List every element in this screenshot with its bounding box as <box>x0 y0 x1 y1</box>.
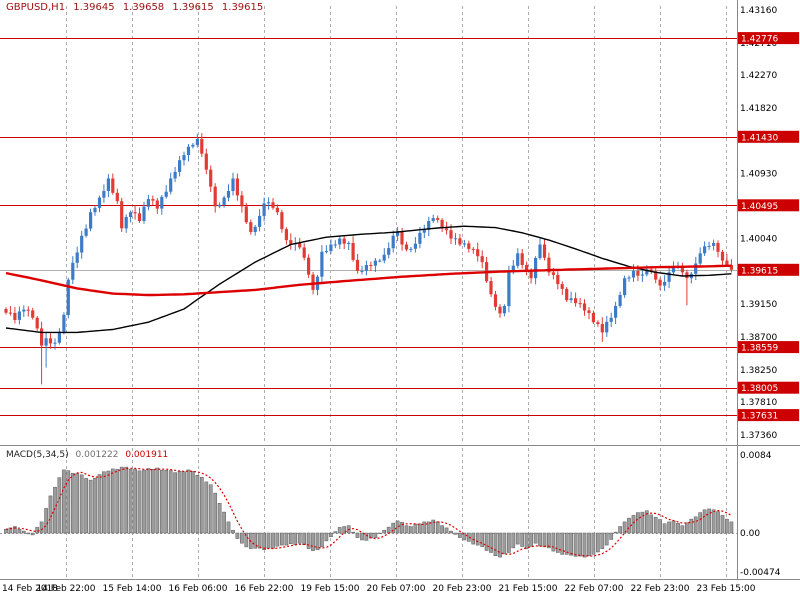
open-value: 1.39645 <box>73 2 115 13</box>
svg-text:1.40495: 1.40495 <box>741 202 778 212</box>
svg-text:1.37810: 1.37810 <box>740 398 777 408</box>
svg-text:1.39615: 1.39615 <box>741 266 778 276</box>
svg-text:20 Feb 23:00: 20 Feb 23:00 <box>432 584 491 594</box>
svg-text:21 Feb 15:00: 21 Feb 15:00 <box>498 584 557 594</box>
low-value: 1.39615 <box>172 2 214 13</box>
svg-text:19 Feb 15:00: 19 Feb 15:00 <box>300 584 359 594</box>
macd-histogram <box>4 466 734 558</box>
macd-label: MACD(5,34,5) <box>6 450 69 460</box>
svg-text:-0.00474: -0.00474 <box>740 568 781 578</box>
svg-text:1.38700: 1.38700 <box>740 333 777 343</box>
svg-text:1.38005: 1.38005 <box>741 384 778 394</box>
svg-text:1.42270: 1.42270 <box>740 71 777 81</box>
ma-red-line <box>5 264 732 297</box>
macd-signal-line <box>5 467 732 557</box>
macd-axis-labels: 0.0084 0.00 -0.00474 <box>740 451 781 578</box>
panel-separators <box>0 0 800 580</box>
macd-main-value: 0.001222 <box>75 450 119 460</box>
svg-text:1.39150: 1.39150 <box>740 300 777 310</box>
ma-black-line <box>5 225 732 334</box>
svg-text:1.43160: 1.43160 <box>740 6 777 16</box>
svg-text:15 Feb 14:00: 15 Feb 14:00 <box>102 584 161 594</box>
price-axis-ticks: 1.431601.427101.422701.418201.409301.400… <box>740 6 777 441</box>
high-value: 1.39658 <box>122 2 165 13</box>
svg-text:1.38250: 1.38250 <box>740 366 777 376</box>
support-resistance-lines <box>0 38 737 416</box>
symbol-timeframe-label: GBPUSD,H1 <box>6 2 66 13</box>
svg-text:22 Feb 07:00: 22 Feb 07:00 <box>564 584 623 594</box>
close-value: 1.39615 <box>221 2 264 13</box>
svg-text:23 Feb 15:00: 23 Feb 15:00 <box>696 584 755 594</box>
svg-text:0.0084: 0.0084 <box>740 451 772 461</box>
svg-text:22 Feb 23:00: 22 Feb 23:00 <box>630 584 689 594</box>
candlestick-series <box>4 133 733 385</box>
svg-text:1.40930: 1.40930 <box>740 169 777 179</box>
svg-text:1.41820: 1.41820 <box>740 104 777 114</box>
macd-signal-value: 0.001911 <box>125 450 169 460</box>
price-axis-badges: 1.42776 1.41430 1.40495 1.38559 1.38005 1.376… <box>738 32 799 422</box>
macd-indicator-title: MACD(5,34,5) 0.001222 0.001911 <box>6 450 168 460</box>
svg-text:14 Feb 2018: 14 Feb 2018 <box>2 584 58 594</box>
svg-text:1.37631: 1.37631 <box>741 412 778 422</box>
svg-text:1.37360: 1.37360 <box>740 431 777 441</box>
svg-text:20 Feb 07:00: 20 Feb 07:00 <box>366 584 425 594</box>
svg-text:14 Feb 22:00: 14 Feb 22:00 <box>36 584 95 594</box>
svg-text:1.41430: 1.41430 <box>741 133 778 143</box>
svg-text:16 Feb 22:00: 16 Feb 22:00 <box>234 584 293 594</box>
chart-title: GBPUSD,H1 1.39645 1.39658 1.39615 1.3961… <box>6 2 268 13</box>
svg-text:1.38559: 1.38559 <box>741 344 778 354</box>
time-gridlines <box>66 6 727 578</box>
svg-text:16 Feb 06:00: 16 Feb 06:00 <box>168 584 227 594</box>
svg-text:1.40040: 1.40040 <box>740 235 777 245</box>
svg-text:1.42776: 1.42776 <box>741 35 778 45</box>
svg-text:0.00: 0.00 <box>740 529 760 539</box>
